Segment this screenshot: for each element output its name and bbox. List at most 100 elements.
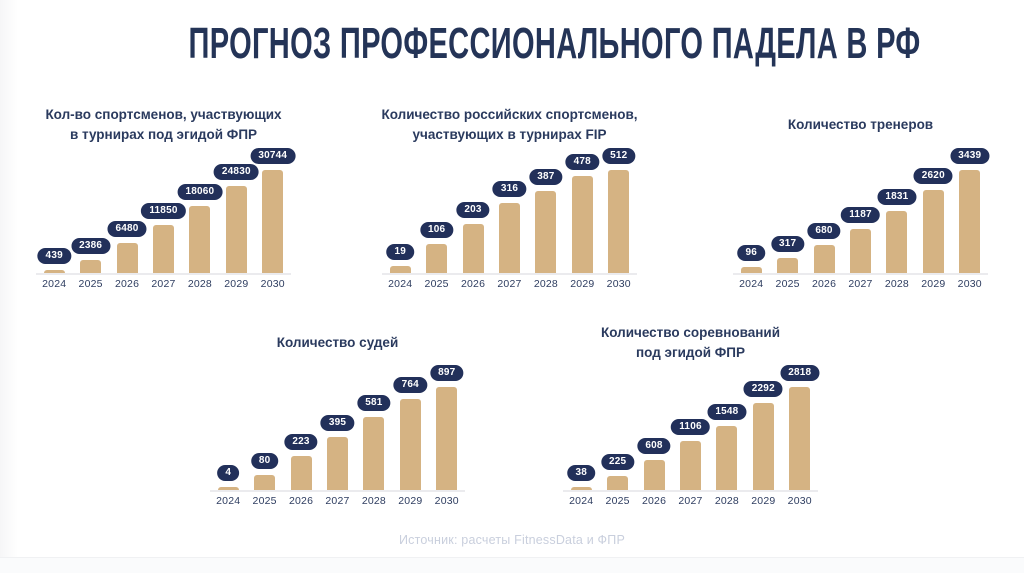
- year-label: 2026: [460, 278, 486, 290]
- bar-column: 439: [36, 147, 72, 273]
- year-label: 2028: [361, 495, 386, 507]
- value-badge: 439: [37, 247, 71, 264]
- bar-column: 6480: [107, 147, 147, 273]
- value-badge: 4: [217, 464, 240, 481]
- value-badge: 6480: [107, 221, 147, 238]
- year-label: 2026: [641, 495, 667, 507]
- year-label: 2024: [569, 495, 594, 507]
- bar: [262, 170, 284, 273]
- value-badge: 203: [456, 201, 490, 218]
- chart-title-line: Количество российских спортсменов,: [381, 107, 638, 122]
- bar: [752, 402, 774, 490]
- bar: [363, 417, 385, 490]
- bar: [290, 456, 312, 490]
- x-axis-labels: 2024 2025 2026 2027 2028 2029 2030: [563, 492, 818, 510]
- bar: [643, 459, 665, 490]
- bar-column: 19: [382, 147, 418, 273]
- bar: [225, 186, 247, 273]
- bar: [608, 170, 630, 273]
- bar-column: 30744: [250, 147, 296, 273]
- year-label: 2025: [424, 278, 449, 290]
- value-badge: 11850: [141, 202, 186, 219]
- value-badge: 680: [807, 222, 841, 239]
- bar-column: 680: [806, 147, 842, 273]
- bar: [849, 229, 871, 273]
- bar: [152, 224, 174, 273]
- year-label: 2026: [811, 278, 837, 290]
- bar: [740, 267, 762, 273]
- year-label: 2030: [606, 278, 631, 290]
- bar: [959, 170, 981, 273]
- bar: [189, 205, 211, 273]
- bar-column: 225: [599, 365, 635, 490]
- year-label: 2027: [848, 278, 873, 290]
- bar-chart-competitions: Количество соревнований под эгидой ФПР 38 2…: [563, 321, 820, 510]
- bar: [607, 476, 629, 490]
- value-badge: 1831: [877, 188, 917, 205]
- value-badge: 2292: [743, 380, 783, 397]
- bar: [535, 190, 557, 273]
- year-label: 2025: [775, 278, 800, 290]
- chart-title-line: Количество тренеров: [787, 117, 934, 132]
- value-badge: 316: [492, 181, 527, 197]
- page-title: ПРОГНОЗ ПРОФЕССИОНАЛЬНОГО ПАДЕЛА В РФ: [188, 19, 921, 68]
- year-label: 2030: [787, 495, 812, 507]
- year-label: 2025: [605, 495, 630, 507]
- value-badge: 96: [737, 245, 765, 262]
- year-label: 2024: [739, 278, 764, 290]
- bar-column: 764: [392, 365, 428, 490]
- slide-edge-shadow: [0, 0, 18, 572]
- bar: [426, 243, 448, 273]
- value-badge: 2818: [780, 365, 820, 381]
- value-badge: 581: [357, 395, 391, 412]
- chart-title: Количество судей: [210, 321, 465, 365]
- bar-column: 2386: [71, 147, 111, 273]
- bar-column: 2818: [780, 365, 820, 490]
- bar: [389, 265, 411, 273]
- year-label: 2028: [884, 278, 909, 290]
- bar: [716, 426, 738, 490]
- value-badge: 2620: [913, 168, 953, 185]
- bar-column: 608: [636, 365, 672, 490]
- bar: [571, 175, 593, 273]
- bar-column: 203: [455, 147, 491, 273]
- plot-area: 19 106 203 316 387 478 512: [382, 147, 637, 275]
- value-badge: 2386: [71, 237, 111, 254]
- value-badge: 30744: [250, 148, 296, 164]
- bar-column: 2620: [913, 147, 953, 273]
- value-badge: 225: [600, 454, 635, 471]
- bar: [116, 243, 138, 273]
- x-axis-labels: 2024 2025 2026 2027 2028 2029 2030: [210, 492, 465, 510]
- bar-column: 1831: [877, 147, 917, 273]
- year-label: 2028: [533, 278, 558, 290]
- bar: [813, 244, 835, 273]
- value-badge: 897: [430, 365, 464, 381]
- bar-column: 317: [769, 147, 805, 273]
- plot-area: 4 80 223 395 581 764 897: [210, 365, 465, 492]
- source-caption: Источник: расчеты FitnessData и ФПР: [398, 533, 625, 547]
- value-badge: 387: [529, 168, 563, 185]
- value-badge: 3439: [950, 148, 990, 164]
- value-badge: 395: [320, 414, 355, 431]
- year-label: 2029: [570, 278, 595, 290]
- year-label: 2030: [957, 278, 982, 290]
- bar-column: 897: [429, 365, 465, 490]
- year-label: 2025: [78, 278, 103, 290]
- bar: [498, 203, 520, 273]
- year-label: 2027: [151, 278, 176, 290]
- value-badge: 223: [284, 434, 318, 451]
- year-label: 2027: [678, 495, 703, 507]
- x-axis-labels: 2024 2025 2026 2027 2028 2029 2030: [36, 275, 291, 293]
- plot-area: 439 2386 6480 11850 18060 24830 30744: [36, 147, 296, 275]
- value-badge: 512: [602, 148, 636, 164]
- bar-chart-coaches: Количество тренеров 96 317 680 1187 1831 2620 3…: [733, 103, 990, 293]
- x-axis-labels: 2024 2025 2026 2027 2028 2029 2030: [382, 275, 637, 293]
- chart-title-line: Количество соревнований: [600, 325, 781, 340]
- bar-column: 96: [733, 147, 769, 273]
- bar-column: 80: [246, 365, 282, 490]
- year-label: 2029: [398, 495, 423, 507]
- bar-column: 223: [283, 365, 319, 490]
- value-badge: 80: [250, 453, 279, 470]
- bottom-strip: [0, 557, 1024, 573]
- year-label: 2029: [751, 495, 776, 507]
